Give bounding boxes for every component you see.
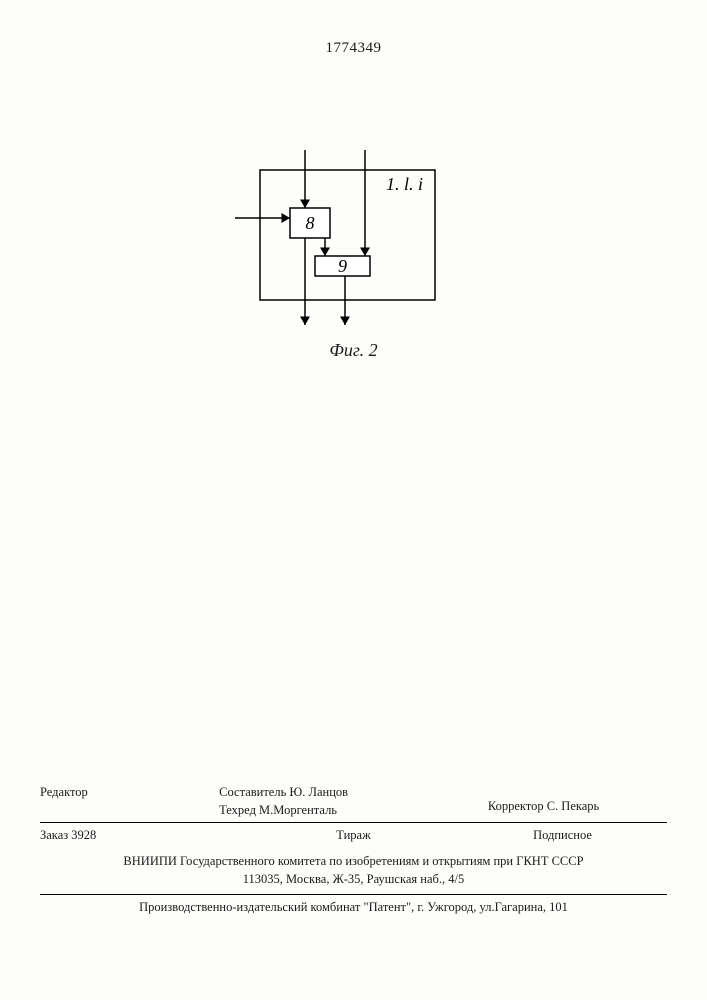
svg-text:8: 8 bbox=[306, 213, 315, 233]
tirage-label: Тираж bbox=[249, 826, 458, 844]
techred-credit: Техред М.Моргенталь bbox=[219, 801, 488, 819]
subscription-label: Подписное bbox=[458, 826, 667, 844]
block-diagram: 8 9 1. l. i bbox=[235, 150, 445, 335]
compiler-credit: Составитель Ю. Ланцов bbox=[219, 783, 488, 801]
page-number: 1774349 bbox=[0, 40, 707, 57]
org-line-2: 113035, Москва, Ж-35, Раушская наб., 4/5 bbox=[40, 870, 667, 888]
publisher-line: Производственно-издательский комбинат "П… bbox=[40, 898, 667, 916]
svg-text:9: 9 bbox=[338, 256, 347, 276]
org-line-1: ВНИИПИ Государственного комитета по изоб… bbox=[40, 852, 667, 870]
svg-text:1. l. i: 1. l. i bbox=[386, 174, 423, 194]
figure-caption: Фиг. 2 bbox=[0, 340, 707, 361]
order-number: Заказ 3928 bbox=[40, 826, 249, 844]
document-footer: Редактор Составитель Ю. Ланцов Техред М.… bbox=[40, 780, 667, 920]
editor-label: Редактор bbox=[40, 783, 219, 819]
corrector-credit: Корректор С. Пекарь bbox=[488, 783, 667, 819]
